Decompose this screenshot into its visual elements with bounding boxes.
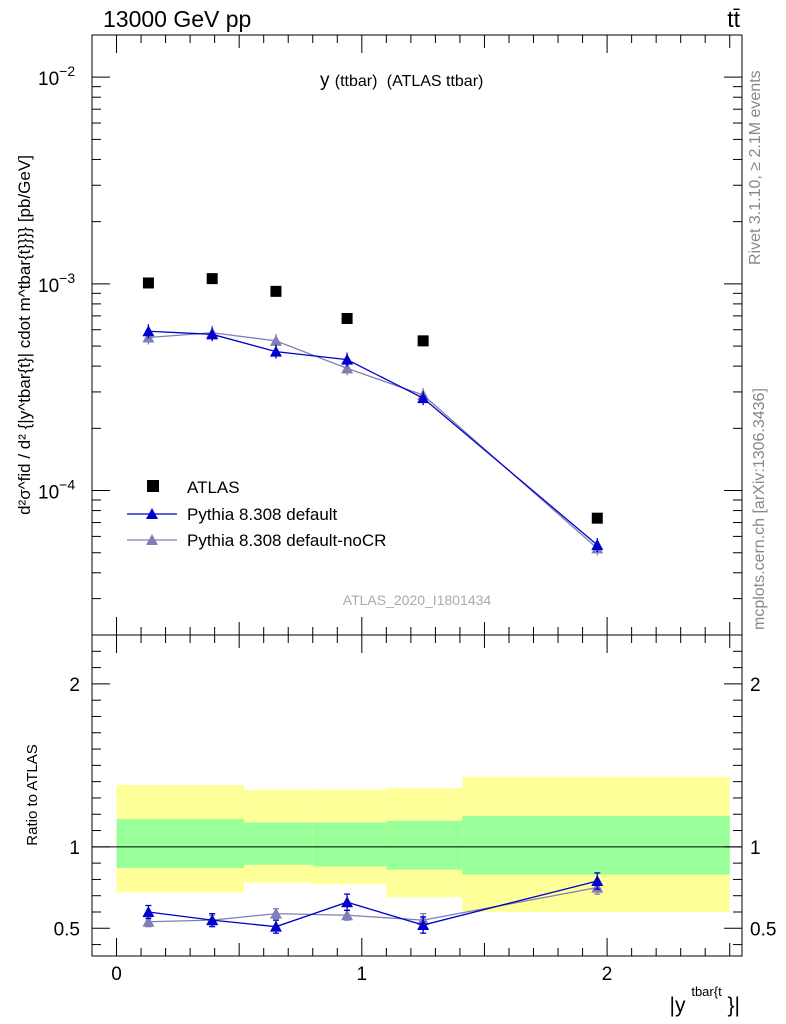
ratio-point-triangle xyxy=(206,914,219,926)
ratio-ytick-label-left: 1 xyxy=(69,838,80,859)
legend: ATLAS Pythia 8.308 default Pythia 8.308 … xyxy=(127,478,386,550)
main-axis-ticks: 10−4 10−3 10−2 xyxy=(38,35,742,636)
rivet-label: Rivet 3.1.10, ≥ 2.1M events xyxy=(747,70,764,265)
legend-marker-pythia-default xyxy=(146,508,158,519)
ratio-xtick-label: 0 xyxy=(111,964,122,985)
legend-label-pythia-default: Pythia 8.308 default xyxy=(187,505,338,524)
ratio-xtick-label: 1 xyxy=(357,964,368,985)
ratio-ytick-label-left: 2 xyxy=(69,675,80,696)
atlas-data-point xyxy=(142,277,154,289)
main-ytick-label: 10−4 xyxy=(38,477,75,504)
series-point-triangle xyxy=(142,325,155,337)
ratio-point-triangle xyxy=(341,909,354,921)
plot-title-main: y xyxy=(320,70,330,91)
ratio-ytick-label-right: 2 xyxy=(750,675,761,696)
ratio-point-triangle xyxy=(269,920,282,932)
atlas-data-point xyxy=(270,285,282,297)
legend-marker-atlas xyxy=(147,480,159,492)
ratio-ylabel: Ratio to ATLAS xyxy=(24,744,41,845)
ratio-band-stat xyxy=(462,815,730,875)
ratio-band-stat xyxy=(116,819,245,869)
main-ytick-label: 10−3 xyxy=(38,270,75,297)
ratio-xlabel-end: }| xyxy=(728,994,740,1017)
energy-label: 13000 GeV pp xyxy=(103,6,251,32)
ratio-point-triangle xyxy=(591,875,604,887)
main-panel: 10−4 10−3 10−2 y (ttbar) (ATLAS ttbar) ATL… xyxy=(15,34,743,636)
ratio-frame xyxy=(91,634,743,957)
atlas-data-point xyxy=(417,335,429,347)
series-point-triangle xyxy=(269,334,282,346)
atlas-data-point xyxy=(341,312,353,324)
analysis-watermark: ATLAS_2020_I1801434 xyxy=(343,592,492,608)
atlas-data-point xyxy=(206,273,218,285)
ratio-xlabel: |y tbar{t }| xyxy=(670,978,740,1017)
plot-title: y (ttbar) (ATLAS ttbar) xyxy=(320,70,483,91)
plot-title-rest: (ATLAS ttbar) xyxy=(387,73,484,90)
series-point-triangle xyxy=(417,392,430,404)
ratio-band-stat xyxy=(386,820,463,870)
atlas-data-point xyxy=(591,512,603,524)
ratio-axis-ticks: 0.5 0.5 1 1 2 2 0 1 2 xyxy=(54,635,776,985)
main-data-marks xyxy=(142,273,604,556)
main-ylabel: d²σ^fid / d² {|y^tbar{t}| cdot m^tbar{t}… xyxy=(15,155,34,515)
ratio-uncertainty-bands xyxy=(116,776,730,913)
series-point-triangle xyxy=(591,539,604,551)
legend-label-atlas: ATLAS xyxy=(187,478,240,497)
ratio-band-stat xyxy=(244,822,313,865)
plot-title-paren: (ttbar) xyxy=(335,73,378,90)
ratio-panel: 0.5 0.5 1 1 2 2 0 1 2 Ratio to ATLAS |y tbar{t }… xyxy=(24,634,776,1017)
process-label: tt̄ xyxy=(727,6,740,32)
ratio-xlabel-base: |y xyxy=(670,994,686,1017)
main-ytick-label: 10−2 xyxy=(38,63,75,90)
ratio-ytick-label-right: 1 xyxy=(750,838,761,859)
series-point-triangle xyxy=(269,345,282,357)
legend-label-pythia-nocr: Pythia 8.308 default-noCR xyxy=(187,531,386,550)
series-point-triangle xyxy=(206,328,219,340)
ratio-ytick-label-right: 0.5 xyxy=(750,919,776,940)
series-point-triangle xyxy=(341,362,354,374)
legend-marker-pythia-nocr xyxy=(146,534,158,545)
series-line-1 xyxy=(148,330,598,546)
ratio-band-stat xyxy=(312,822,387,867)
mcplots-label: mcplots.cern.ch [arXiv:1306.3436] xyxy=(751,388,768,630)
ratio-point-triangle xyxy=(417,919,430,931)
ratio-series-line-0 xyxy=(148,880,598,928)
ratio-ytick-label-left: 0.5 xyxy=(54,919,80,940)
ratio-point-triangle xyxy=(269,907,282,919)
ratio-xtick-label: 2 xyxy=(602,964,613,985)
ratio-xlabel-sup: tbar{t xyxy=(691,984,722,999)
series-point-triangle xyxy=(341,353,354,365)
ratio-point-triangle xyxy=(341,896,354,908)
ratio-data-marks xyxy=(142,872,604,934)
ratio-point-triangle xyxy=(142,906,155,918)
ratio-point-triangle xyxy=(142,915,155,927)
